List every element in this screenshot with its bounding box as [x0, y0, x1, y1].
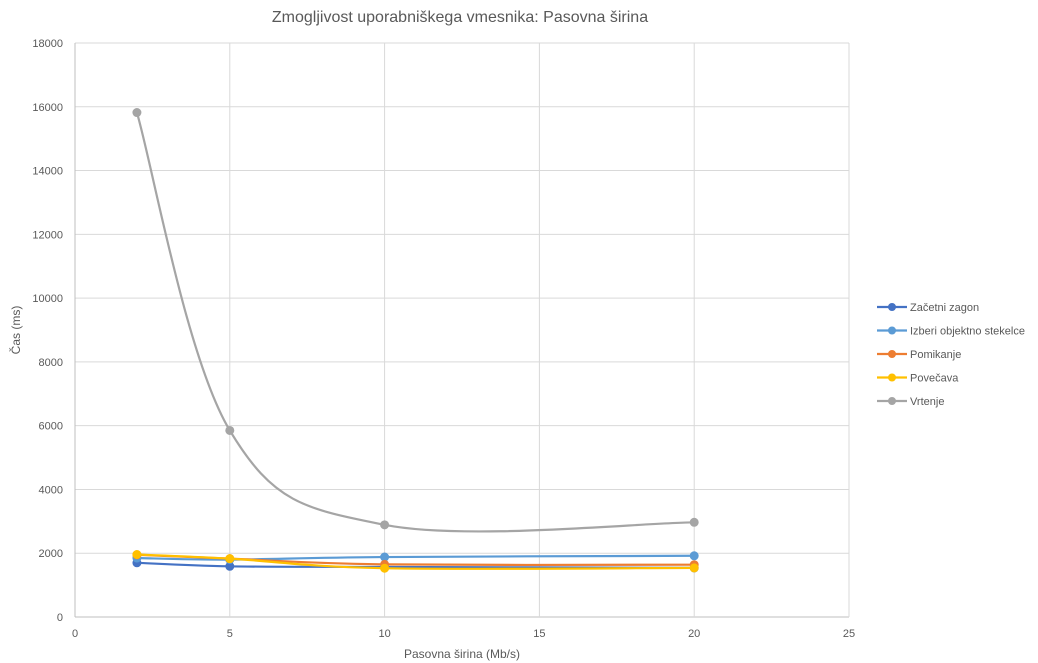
legend-item: Pomikanje: [877, 349, 961, 361]
y-tick-label: 6000: [39, 421, 63, 433]
legend-label: Pomikanje: [910, 349, 961, 361]
series-line: [136, 554, 695, 561]
series-4: [132, 108, 699, 533]
plot-series: [132, 108, 699, 573]
y-tick-label: 16000: [32, 102, 63, 114]
legend-swatch-marker: [888, 373, 896, 382]
x-tick-label: 25: [843, 628, 855, 640]
data-point: [689, 517, 699, 527]
y-tick-label: 18000: [32, 38, 63, 50]
data-point: [132, 108, 142, 118]
x-tick-label: 20: [688, 628, 700, 640]
data-point: [380, 563, 390, 573]
legend-item: Povečava: [877, 373, 959, 385]
data-point: [225, 554, 235, 564]
data-point: [132, 549, 142, 559]
x-tick-label: 5: [227, 628, 233, 640]
y-tick-label: 8000: [39, 357, 63, 369]
chart-title: Zmogljivost uporabniškega vmesnika: Paso…: [272, 9, 648, 26]
data-point: [689, 563, 699, 573]
y-tick-label: 4000: [39, 484, 63, 496]
data-point: [380, 552, 390, 562]
data-point: [689, 551, 699, 561]
series-3: [132, 549, 699, 573]
data-point: [380, 520, 390, 530]
legend-item: Vrtenje: [877, 396, 944, 408]
legend-swatch-marker: [888, 303, 896, 311]
legend-label: Začetni zagon: [910, 302, 979, 314]
data-point: [225, 425, 235, 435]
legend-swatch-marker: [888, 397, 896, 405]
series-line: [135, 112, 695, 533]
legend-item: Začetni zagon: [877, 302, 979, 314]
legend-label: Povečava: [910, 373, 959, 385]
series-line: [136, 553, 695, 570]
legend-swatch-marker: [888, 350, 896, 358]
legend-label: Vrtenje: [910, 396, 944, 408]
x-tick-label: 15: [533, 628, 545, 640]
y-tick-label: 2000: [39, 548, 63, 560]
legend-item: Izberi objektno stekelce: [877, 326, 1025, 338]
axes: 0 2000 4000 6000 8000 10000 12000 14000 16000 180…: [32, 38, 855, 640]
y-tick-label: 14000: [32, 166, 63, 178]
legend-label: Izberi objektno stekelce: [910, 326, 1025, 338]
x-axis-title: Pasovna širina (Mb/s): [404, 647, 520, 661]
y-tick-label: 0: [57, 612, 63, 624]
y-tick-label: 12000: [32, 229, 63, 241]
y-tick-label: 10000: [32, 293, 63, 305]
legend-swatch-marker: [888, 326, 896, 335]
x-tick-label: 0: [72, 628, 78, 640]
x-tick-label: 10: [378, 628, 390, 640]
legend: Začetni zagon Izberi objektno stekelce Pom…: [877, 302, 1025, 408]
y-axis-title: Čas (ms): [8, 306, 23, 355]
